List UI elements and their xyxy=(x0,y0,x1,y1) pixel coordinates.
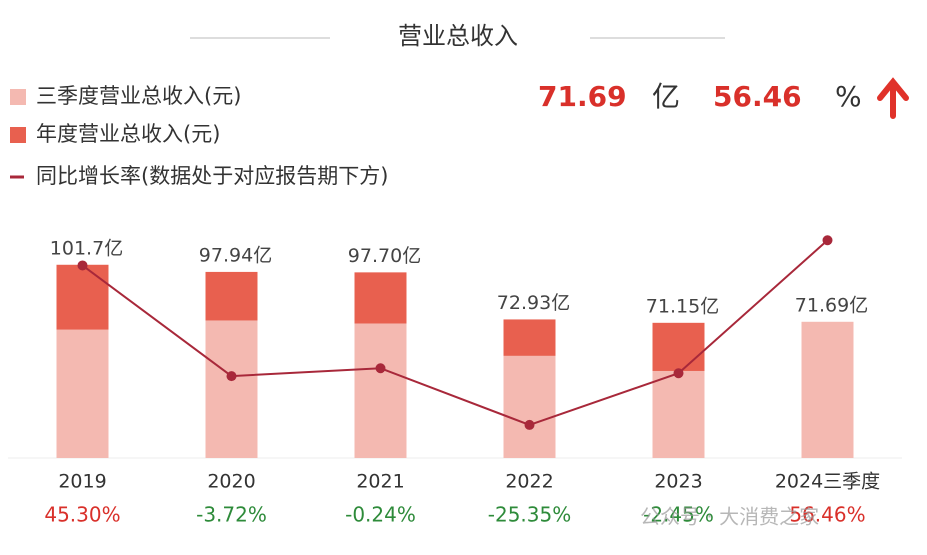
x-tick-label: 2019 xyxy=(58,471,106,493)
growth-point xyxy=(524,419,535,430)
bar xyxy=(354,323,407,458)
up-arrow xyxy=(877,77,909,119)
highlight-unit: 亿 xyxy=(652,80,680,113)
bar xyxy=(56,329,109,458)
x-tick-label: 2023 xyxy=(654,471,702,493)
growth-label: -25.35% xyxy=(488,503,571,527)
legend-label: 三季度营业总收入(元) xyxy=(36,84,241,108)
legend-swatch xyxy=(10,89,26,105)
growth-point xyxy=(822,235,833,246)
bar-value-label: 97.70亿 xyxy=(348,245,421,267)
bar xyxy=(205,320,258,458)
legend-label: 年度营业总收入(元) xyxy=(36,122,220,146)
legend-swatch xyxy=(10,127,26,143)
growth-label: 56.46% xyxy=(789,503,865,527)
bar-value-label: 71.15亿 xyxy=(646,295,719,317)
growth-point xyxy=(375,363,386,374)
x-tick-label: 2022 xyxy=(505,471,553,493)
growth-label: -0.24% xyxy=(345,503,416,527)
growth-label: -3.72% xyxy=(196,503,267,527)
bar-value-label: 101.7亿 xyxy=(50,237,123,259)
x-tick-label: 2020 xyxy=(207,471,255,493)
bar xyxy=(652,370,705,458)
growth-label: -2.45% xyxy=(643,503,714,527)
bar-value-label: 71.69亿 xyxy=(795,294,868,316)
x-tick-label: 2021 xyxy=(356,471,404,493)
highlight-growth: 56.46 xyxy=(713,80,802,113)
bar-value-label: 72.93亿 xyxy=(497,292,570,314)
growth-point xyxy=(673,368,684,379)
growth-point xyxy=(226,371,237,382)
bar-value-label: 97.94亿 xyxy=(199,244,272,266)
highlight-value: 71.69 xyxy=(538,80,627,113)
growth-line xyxy=(81,239,829,426)
chart-title: 营业总收入 xyxy=(398,22,518,50)
growth-point xyxy=(77,260,88,271)
highlight-growth-unit: % xyxy=(835,80,862,113)
bar xyxy=(801,321,854,458)
bar xyxy=(503,355,556,458)
watermark: 公众号 · 大消费之家 xyxy=(640,505,819,529)
growth-label: 45.30% xyxy=(44,503,120,527)
x-tick-label: 2024三季度 xyxy=(775,471,880,493)
legend-label: 同比增长率(数据处于对应报告期下方) xyxy=(36,164,388,188)
